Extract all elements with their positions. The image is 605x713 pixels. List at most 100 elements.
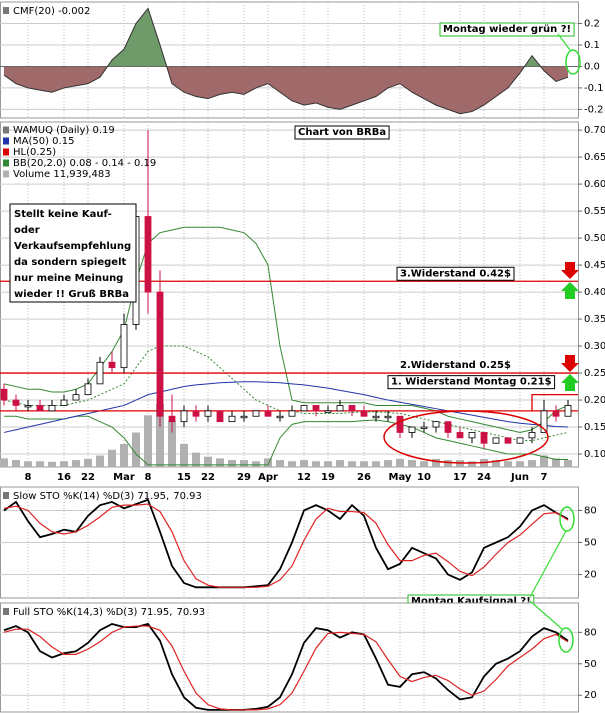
y-tick-label: 0.65 xyxy=(584,152,605,163)
candle-body xyxy=(156,291,164,417)
note-line: oder xyxy=(14,225,40,236)
candle-body xyxy=(216,410,224,423)
candle-body xyxy=(240,415,248,419)
volume-bar xyxy=(288,461,296,467)
volume-bar xyxy=(72,460,80,467)
green-ellipse xyxy=(558,627,574,653)
volume-bar xyxy=(468,461,476,467)
title-icon xyxy=(3,492,9,499)
x-tick-label: 7 xyxy=(541,472,548,483)
stochastic-line xyxy=(3,622,569,711)
resistance-label-box xyxy=(397,359,514,373)
volume-bar xyxy=(36,461,44,467)
y-tick-label: 0.0 xyxy=(584,61,600,72)
volume-bar xyxy=(168,421,176,467)
volume-bar xyxy=(132,432,140,467)
annotation-shapes xyxy=(383,33,581,653)
connector xyxy=(529,600,563,630)
legend-swatch xyxy=(3,126,9,134)
x-tick-label: May xyxy=(389,472,412,483)
volume-bar xyxy=(300,460,308,467)
volume-bar xyxy=(336,460,344,467)
cmf-negative-area xyxy=(4,66,568,114)
y-tick-label: 0.50 xyxy=(584,233,605,244)
y-tick-label: 0.45 xyxy=(584,260,605,271)
y-tick-label: -0.2 xyxy=(584,104,604,115)
legend-swatch xyxy=(3,137,9,145)
candle-body xyxy=(180,410,188,423)
y-tick-label: 0.70 xyxy=(584,125,605,136)
title-icon xyxy=(3,608,9,615)
volume-bar xyxy=(348,461,356,467)
volume-bar xyxy=(276,460,284,467)
candle-body xyxy=(228,415,236,423)
candle-body xyxy=(120,324,128,369)
x-tick-label: 24 xyxy=(477,472,491,483)
y-tick-label: 20 xyxy=(584,690,597,701)
candle-body xyxy=(420,426,428,429)
note-line: da sondern spiegelt xyxy=(14,257,126,268)
y-tick-label: 80 xyxy=(584,627,597,638)
volume-bar xyxy=(228,460,236,467)
volume-bar xyxy=(564,460,572,467)
annotation: Montag Kaufsignal ?! xyxy=(411,596,531,607)
resistance-marker-label: 1. Widerstand Montag 0.21$ xyxy=(391,377,552,388)
y-tick-label: 50 xyxy=(584,538,597,549)
volume-bar xyxy=(360,461,368,467)
resistance-marker xyxy=(531,394,578,411)
cmf-line xyxy=(3,7,569,115)
red-ellipse xyxy=(383,410,549,464)
x-tick-label: 17 xyxy=(453,472,467,483)
volume-bar xyxy=(24,461,32,467)
volume-bar xyxy=(156,403,164,467)
candle-body xyxy=(48,405,56,412)
x-tick-label: 16 xyxy=(57,472,71,483)
volume-bar xyxy=(516,461,524,467)
connector xyxy=(557,33,571,51)
annotation: Montag wieder grün ?! xyxy=(443,24,571,35)
volume-bar xyxy=(504,461,512,467)
bollinger-lower xyxy=(4,415,568,466)
volume-bar xyxy=(144,415,152,467)
candle-body xyxy=(336,405,344,412)
legend-entry: Volume 11,939,483 xyxy=(13,169,111,180)
volume-bar xyxy=(540,455,548,467)
candle-body xyxy=(36,405,44,412)
volume-bar xyxy=(216,458,224,467)
candle-body xyxy=(480,432,488,444)
volume-bar xyxy=(0,458,8,467)
candle-body xyxy=(192,410,200,417)
annotation-box xyxy=(439,22,575,37)
volume-bar xyxy=(96,455,104,467)
panel-title: Full STO %K(14,3) %D(3) 71.95, xyxy=(13,607,172,618)
volume-bar xyxy=(60,461,68,467)
volume-bar xyxy=(396,458,404,467)
candle-body xyxy=(360,410,368,417)
stochastic-line xyxy=(3,503,569,588)
stochastic-line xyxy=(3,625,569,711)
x-tick-label: Mar xyxy=(113,472,135,483)
volume-bar xyxy=(432,458,440,467)
candle-body xyxy=(540,410,548,433)
panel-title-value: 70.93 xyxy=(173,491,202,502)
green-ellipse xyxy=(565,49,581,75)
legend-swatch xyxy=(3,159,9,167)
volume-bar xyxy=(372,461,380,467)
candle-body xyxy=(264,410,272,417)
x-tick-label: 26 xyxy=(357,472,371,483)
y-tick-label: 0.20 xyxy=(584,395,605,406)
candle-body xyxy=(492,437,500,444)
y-tick-label: 80 xyxy=(584,505,597,516)
panel-frame xyxy=(0,602,579,713)
note-line: Verkaufsempfehlung xyxy=(14,241,131,252)
candle-body xyxy=(288,410,296,417)
y-tick-label: 0.55 xyxy=(584,206,605,217)
note-line: nur meine Meinung xyxy=(14,273,123,284)
candle-body xyxy=(12,399,20,406)
candle-body xyxy=(300,405,308,412)
resistance-marker-label-box xyxy=(387,375,556,390)
candle-body xyxy=(84,383,92,396)
candle-body xyxy=(312,405,320,412)
y-tick-label: 50 xyxy=(584,659,597,670)
